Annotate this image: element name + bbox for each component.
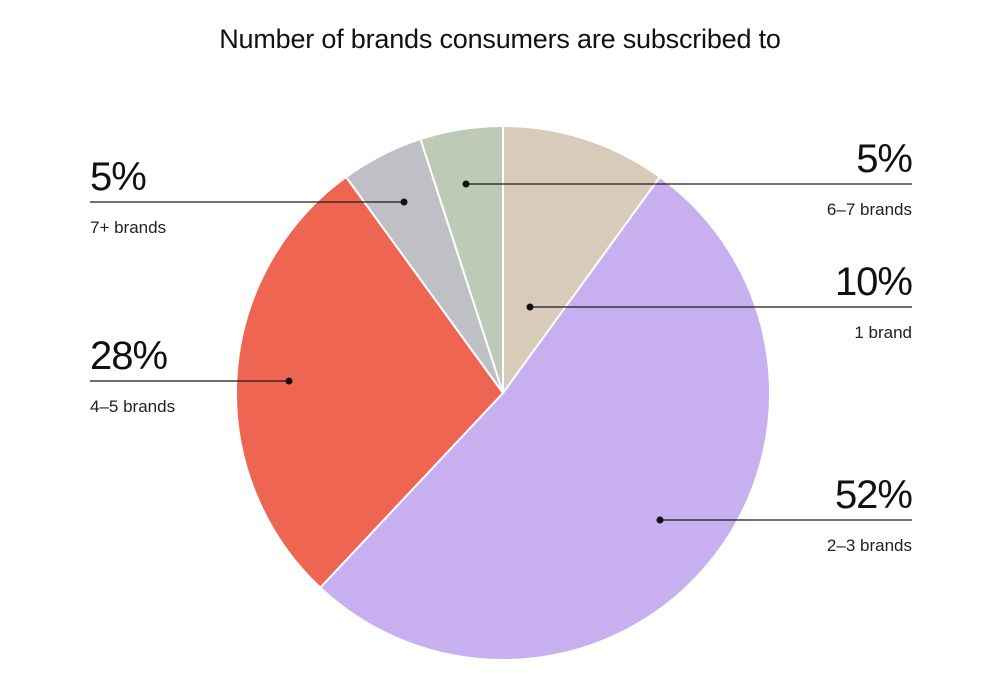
pie-slice-1-brand: [502, 124, 662, 397]
pie-slices: [235, 124, 772, 662]
leader-lines: [90, 180, 912, 524]
percent-label-7plus-brands: 5%: [90, 155, 146, 199]
category-label-4-5-brands: 4–5 brands: [90, 397, 175, 416]
data-labels: 10% 1 brand 52% 2–3 brands 28% 4–5 brands 5% 7+…: [90, 137, 913, 555]
category-label-2-3-brands: 2–3 brands: [827, 536, 912, 555]
category-label-7plus-brands: 7+ brands: [90, 218, 166, 237]
pie-slice-2-3-brands: [318, 175, 772, 662]
percent-label-2-3-brands: 52%: [835, 473, 912, 517]
leader-dot-1-brand: [526, 303, 534, 311]
leader-dot-6-7-brands: [462, 180, 470, 188]
pie-slice-4-5-brands: [235, 175, 505, 590]
chart-title: Number of brands consumers are subscribe…: [219, 24, 781, 54]
pie-slice-6-7-brands: [419, 124, 504, 394]
leader-dot-4-5-brands: [285, 377, 293, 385]
percent-label-4-5-brands: 28%: [90, 334, 167, 378]
percent-label-1-brand: 10%: [835, 260, 912, 304]
leader-dot-7plus-brands: [400, 198, 408, 206]
category-label-1-brand: 1 brand: [854, 323, 912, 342]
leader-dot-2-3-brands: [656, 516, 664, 524]
percent-label-6-7-brands: 5%: [856, 137, 912, 181]
category-label-6-7-brands: 6–7 brands: [827, 200, 912, 219]
